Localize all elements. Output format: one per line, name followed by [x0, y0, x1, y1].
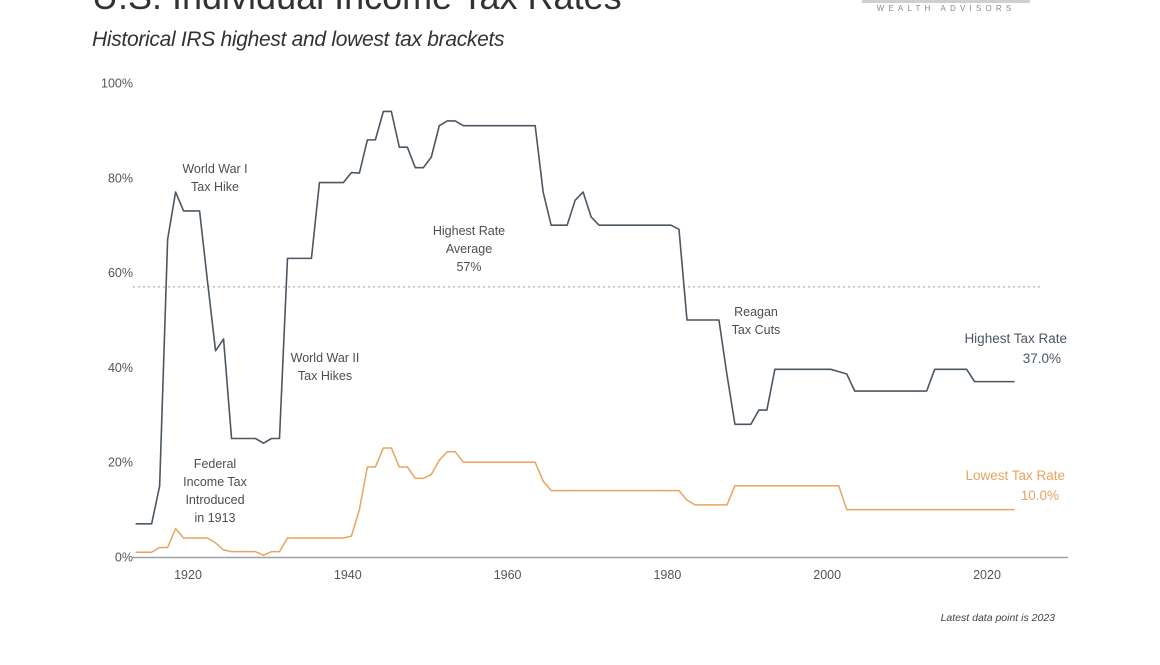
- lowest-series-label: Lowest Tax Rate 10.0%: [965, 466, 1065, 506]
- annotation-line: Federal: [193, 457, 237, 471]
- annotation-line: Tax Hikes: [297, 369, 353, 383]
- chart-subtitle: Historical IRS highest and lowest tax br…: [92, 28, 505, 51]
- x-tick-label: 1940: [334, 568, 362, 582]
- x-tick-label: 1920: [174, 568, 202, 582]
- annotation-wwii: World War II Tax Hikes: [291, 349, 360, 385]
- annotation-line: Reagan: [734, 305, 778, 319]
- annotation-line: Average: [445, 242, 493, 256]
- highest-rate-line: [135, 110, 1015, 525]
- logo-mark: [862, 0, 1030, 3]
- lowest-series-value: 10.0%: [1020, 488, 1059, 503]
- y-tick-label: 80%: [108, 171, 133, 185]
- logo-text: WEALTH ADVISORS: [876, 4, 1016, 13]
- annotation-line: Tax Hike: [191, 180, 239, 194]
- annotation-federal: Federal Income Tax Introduced in 1913: [183, 455, 247, 527]
- lowest-rate-line: [135, 447, 1015, 556]
- y-tick-label: 40%: [108, 361, 133, 375]
- annotation-line: Income Tax: [183, 475, 247, 489]
- y-tick-label: 0%: [115, 551, 133, 565]
- highest-series-value: 37.0%: [1022, 351, 1061, 366]
- x-tick-label: 1980: [653, 568, 681, 582]
- y-tick-label: 20%: [108, 456, 133, 470]
- annotation-line: 57%: [456, 260, 482, 274]
- annotation-line: World War II: [290, 351, 360, 365]
- annotation-line: Introduced: [185, 493, 245, 507]
- lowest-series-name: Lowest Tax Rate: [965, 468, 1065, 483]
- annotation-reagan: Reagan Tax Cuts: [732, 303, 781, 339]
- annotation-line: in 1913: [194, 511, 236, 525]
- annotation-line: World War I: [182, 162, 248, 176]
- x-tick-label: 2020: [973, 568, 1001, 582]
- chart-title: U.S. Individual Income Tax Rates: [92, 0, 622, 18]
- annotation-line: Highest Rate: [432, 224, 506, 238]
- highest-series-name: Highest Tax Rate: [964, 331, 1067, 346]
- annotation-line: Tax Cuts: [731, 323, 781, 337]
- footnote: Latest data point is 2023: [940, 612, 1055, 624]
- annotation-average: Highest Rate Average 57%: [433, 222, 505, 276]
- y-tick-label: 60%: [108, 266, 133, 280]
- annotation-wwi: World War I Tax Hike: [182, 160, 247, 196]
- x-tick-label: 1960: [494, 568, 522, 582]
- x-tick-label: 2000: [813, 568, 841, 582]
- y-tick-label: 100%: [101, 77, 133, 91]
- highest-series-label: Highest Tax Rate 37.0%: [964, 329, 1067, 369]
